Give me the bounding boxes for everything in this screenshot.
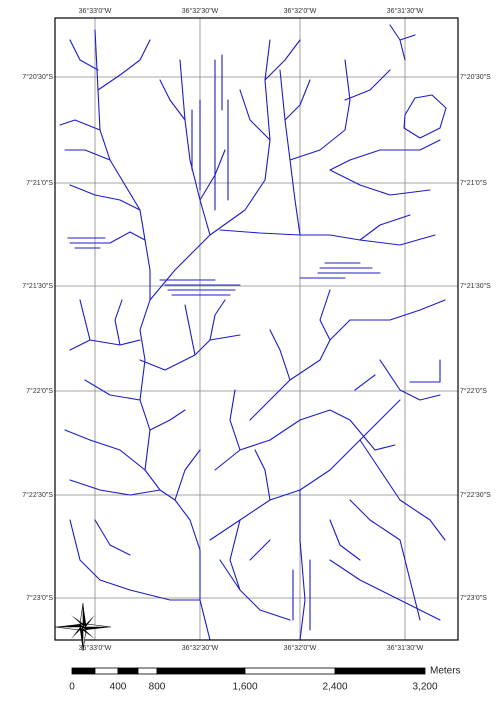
- longitude-label: 36°32'0"W: [284, 644, 317, 652]
- scale-label: 800: [149, 682, 166, 693]
- longitude-label: 36°32'30"W: [182, 7, 219, 15]
- latitude-label: 7°21'0"S: [26, 179, 53, 187]
- scale-segment: [138, 668, 157, 674]
- map: 36°33'0"W36°33'0"W36°32'30"W36°32'30"W36…: [0, 0, 501, 726]
- longitude-label: 36°32'0"W: [284, 7, 317, 15]
- scale-segment: [118, 668, 138, 674]
- latitude-label: 7°22'30"S: [460, 491, 491, 499]
- background: [0, 0, 501, 726]
- latitude-label: 7°20'30"S: [22, 73, 53, 81]
- latitude-label: 7°20'30"S: [460, 73, 491, 81]
- longitude-label: 36°31'30"W: [387, 644, 424, 652]
- latitude-label: 7°23'0"S: [26, 594, 53, 602]
- longitude-label: 36°31'30"W: [387, 7, 424, 15]
- scale-segment: [95, 668, 118, 674]
- scale-label: 0: [69, 682, 75, 693]
- scale-segment: [157, 668, 245, 674]
- latitude-label: 7°21'30"S: [460, 282, 491, 290]
- scale-segment: [335, 668, 425, 674]
- latitude-label: 7°22'0"S: [460, 387, 487, 395]
- scale-label: 1,600: [232, 682, 257, 693]
- scale-unit: Meters: [430, 666, 461, 677]
- scale-label: 3,200: [412, 682, 437, 693]
- latitude-label: 7°22'30"S: [22, 491, 53, 499]
- longitude-label: 36°32'30"W: [182, 644, 219, 652]
- scale-label: 400: [110, 682, 127, 693]
- longitude-label: 36°33'0"W: [79, 7, 112, 15]
- scale-label: 2,400: [322, 682, 347, 693]
- latitude-label: 7°22'0"S: [26, 387, 53, 395]
- latitude-label: 7°23'0"S: [460, 594, 487, 602]
- latitude-label: 7°21'30"S: [22, 282, 53, 290]
- scale-segment: [72, 668, 95, 674]
- latitude-label: 7°21'0"S: [460, 179, 487, 187]
- scale-segment: [245, 668, 335, 674]
